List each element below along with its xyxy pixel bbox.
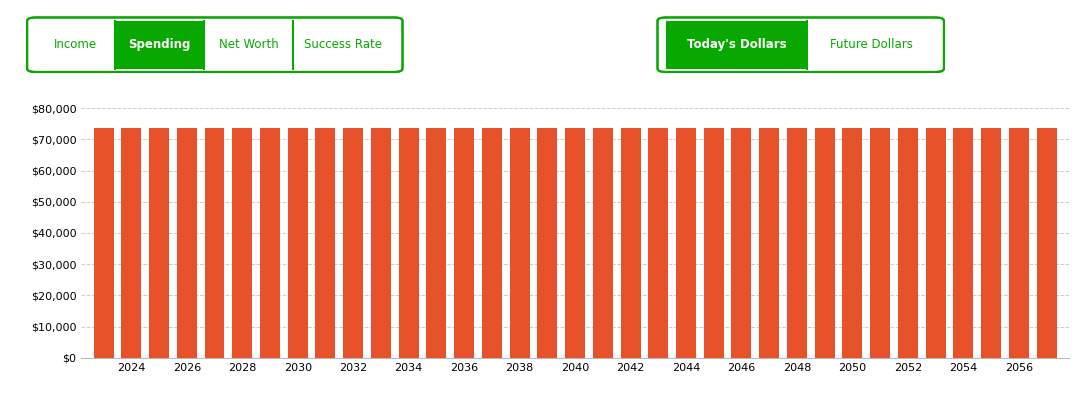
Bar <box>926 129 946 358</box>
Bar <box>115 21 204 69</box>
Text: Income: Income <box>54 38 97 51</box>
Bar <box>787 129 807 358</box>
Bar <box>954 129 973 358</box>
Text: Future Dollars: Future Dollars <box>830 38 912 51</box>
Bar <box>981 129 1001 358</box>
Bar <box>426 129 446 358</box>
Bar <box>592 129 613 358</box>
Bar <box>537 129 558 358</box>
Bar <box>731 129 752 358</box>
Bar <box>870 129 890 358</box>
Bar <box>666 21 807 69</box>
Bar <box>316 129 335 358</box>
Bar <box>288 129 308 358</box>
Bar <box>455 129 474 358</box>
Bar <box>760 129 779 358</box>
FancyBboxPatch shape <box>27 17 403 72</box>
Bar <box>232 129 252 358</box>
Text: Today's Dollars: Today's Dollars <box>687 38 787 51</box>
Bar <box>204 129 225 358</box>
Bar <box>648 129 668 358</box>
Bar <box>371 129 391 358</box>
Bar <box>1009 129 1029 358</box>
Bar <box>510 129 529 358</box>
Text: Spending: Spending <box>128 38 191 51</box>
Text: Net Worth: Net Worth <box>218 38 279 51</box>
Bar <box>815 129 834 358</box>
Bar <box>398 129 419 358</box>
Bar <box>704 129 724 358</box>
Bar <box>565 129 585 358</box>
Bar <box>122 129 141 358</box>
FancyBboxPatch shape <box>658 17 944 72</box>
Bar <box>149 129 169 358</box>
Bar <box>621 129 640 358</box>
Bar <box>676 129 695 358</box>
Bar <box>343 129 363 358</box>
Bar <box>1036 129 1057 358</box>
Bar <box>482 129 502 358</box>
Bar <box>260 129 280 358</box>
Bar <box>842 129 863 358</box>
Bar <box>177 129 196 358</box>
Text: Success Rate: Success Rate <box>305 38 382 51</box>
Bar <box>898 129 918 358</box>
Bar <box>93 129 114 358</box>
